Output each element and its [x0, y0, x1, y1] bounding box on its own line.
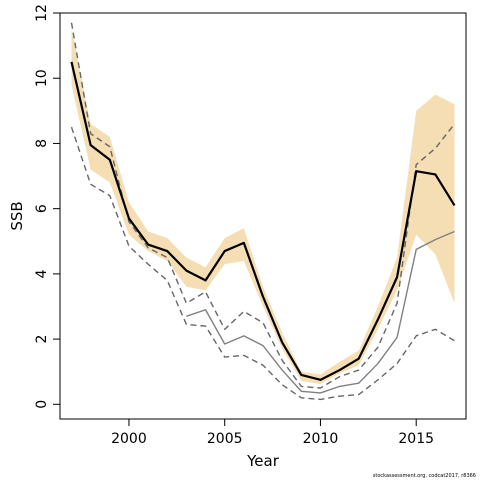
y-tick-label: 10	[34, 69, 50, 87]
x-tick-label: 2010	[303, 431, 339, 447]
y-tick-label: 2	[34, 335, 50, 344]
y-tick-label: 6	[34, 204, 50, 213]
confidence-band-layer	[71, 29, 455, 385]
y-axis: 0 2 4 6 8 10 12	[34, 4, 61, 409]
series-line-3	[70, 126, 455, 401]
series-line-2	[186, 230, 455, 394]
y-tick-label: 8	[34, 139, 50, 148]
x-axis: 2000 2005 2010 2015	[111, 418, 434, 447]
x-axis-title: Year	[246, 452, 280, 470]
y-tick-label: 4	[34, 269, 50, 278]
confidence-band	[71, 29, 455, 385]
footer-credit: stockassessment.org, codcat2017, r8366	[373, 473, 476, 479]
x-tick-label: 2000	[111, 431, 147, 447]
y-axis-title: SSB	[8, 201, 26, 230]
y-tick-label: 0	[34, 400, 50, 409]
y-tick-label: 12	[34, 4, 50, 22]
x-tick-label: 2005	[207, 431, 243, 447]
series-layer	[70, 22, 456, 401]
series-line-0	[70, 61, 456, 381]
x-tick-label: 2015	[398, 431, 434, 447]
series-line-1	[70, 22, 456, 389]
